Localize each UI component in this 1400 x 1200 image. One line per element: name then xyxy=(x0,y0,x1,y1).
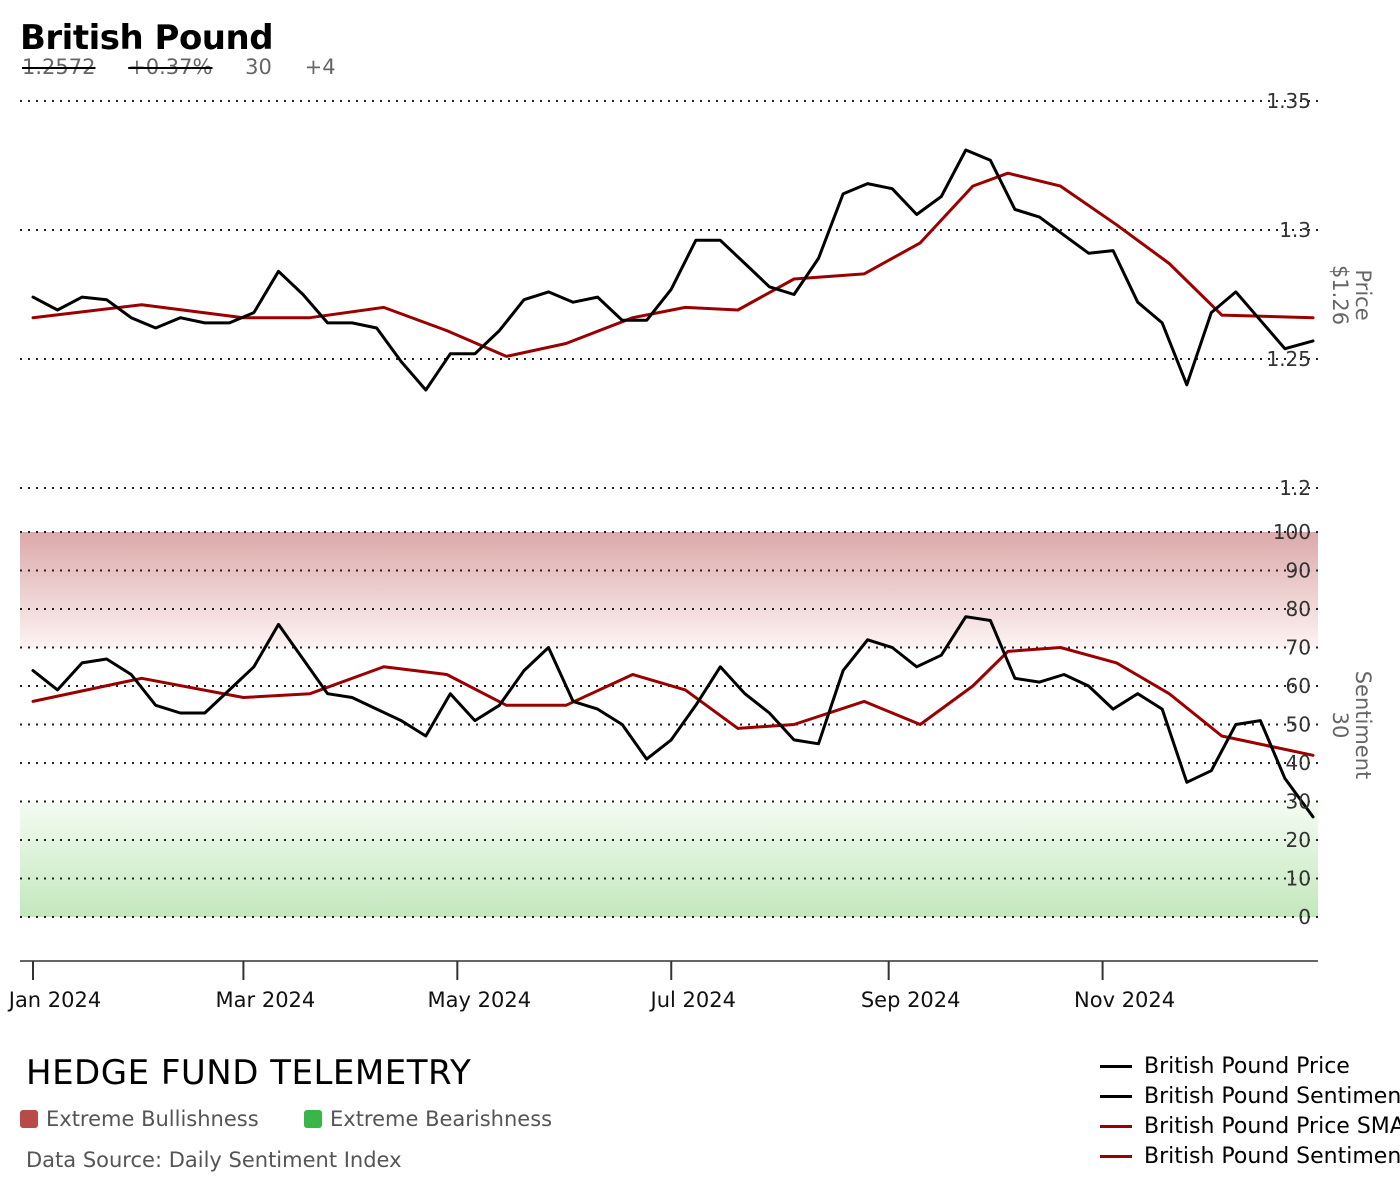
sentiment-sma-line xyxy=(31,646,1315,757)
price-tick-label: 1.25 xyxy=(1266,347,1311,371)
sentiment-line xyxy=(31,615,1315,819)
legend-line-icon xyxy=(1100,1064,1132,1068)
price-tick-label: 1.35 xyxy=(1266,89,1311,113)
sentiment-tick-label: 60 xyxy=(1286,674,1311,698)
extreme-bullishness-zone xyxy=(20,532,1318,648)
price-sma-line xyxy=(31,171,1315,358)
legend-item[interactable]: British Pound Sentiment SMA xyxy=(1100,1141,1400,1171)
legend-item[interactable]: British Pound Sentiment xyxy=(1100,1081,1400,1111)
legend-label: British Pound Sentiment SMA xyxy=(1144,1143,1400,1169)
last-value-label: 30 xyxy=(1328,712,1352,739)
chart-area: 1.351.31.251.21009080706050403020100Pric… xyxy=(7,89,1375,1012)
zone-key-bearish: Extreme Bearishness xyxy=(304,1107,552,1131)
legend-label: British Pound Price xyxy=(1144,1053,1350,1079)
last-price: 1.2572 xyxy=(22,55,96,79)
x-tick-label: May 2024 xyxy=(428,988,532,1012)
last-value-label: $1.26 xyxy=(1328,265,1352,325)
axis-title: Sentiment xyxy=(1351,671,1375,780)
price-change-pct: +0.37% xyxy=(128,55,213,79)
x-tick-label: Jan 2024 xyxy=(7,988,102,1012)
legend-label: British Pound Price SMA xyxy=(1144,1113,1400,1139)
x-tick-label: Sep 2024 xyxy=(861,988,961,1012)
sentiment-tick-label: 20 xyxy=(1286,828,1311,852)
bearish-swatch xyxy=(304,1110,322,1128)
sentiment-tick-label: 90 xyxy=(1286,559,1311,583)
data-source: Data Source: Daily Sentiment Index xyxy=(26,1148,402,1172)
sentiment-tick-label: 10 xyxy=(1286,867,1311,891)
x-tick-label: Mar 2024 xyxy=(216,988,316,1012)
sentiment-value: 30 xyxy=(245,55,272,79)
legend-line-icon xyxy=(1100,1094,1132,1098)
chart-legend: British Pound Price British Pound Sentim… xyxy=(1100,1051,1400,1171)
price-tick-label: 1.2 xyxy=(1279,476,1311,500)
chart-title: British Pound xyxy=(20,18,274,58)
sentiment-axis-label: Sentiment30 xyxy=(1328,671,1375,780)
sentiment-tick-label: 30 xyxy=(1286,790,1311,814)
zone-key-bullish: Extreme Bullishness xyxy=(20,1107,259,1131)
sentiment-tick-label: 50 xyxy=(1286,713,1311,737)
sentiment-change: +4 xyxy=(304,55,336,79)
bullish-swatch xyxy=(20,1110,38,1128)
x-tick-label: Jul 2024 xyxy=(649,988,736,1012)
legend-item[interactable]: British Pound Price xyxy=(1100,1051,1400,1081)
price-line xyxy=(31,148,1315,392)
sentiment-tick-label: 80 xyxy=(1286,597,1311,621)
legend-line-icon xyxy=(1100,1124,1132,1128)
price-axis-label: Price$1.26 xyxy=(1328,265,1375,325)
price-tick-label: 1.3 xyxy=(1279,218,1311,242)
legend-item[interactable]: British Pound Price SMA xyxy=(1100,1111,1400,1141)
legend-label: British Pound Sentiment xyxy=(1144,1083,1400,1109)
bullish-label: Extreme Bullishness xyxy=(46,1107,259,1131)
sentiment-tick-label: 100 xyxy=(1273,520,1311,544)
sentiment-tick-label: 40 xyxy=(1286,751,1311,775)
sentiment-tick-label: 0 xyxy=(1298,905,1311,929)
axis-title: Price xyxy=(1351,269,1375,320)
sentiment-tick-label: 70 xyxy=(1286,636,1311,660)
quote-summary: 1.2572 +0.37% 30 +4 xyxy=(22,55,362,79)
brand-name: HEDGE FUND TELEMETRY xyxy=(26,1053,472,1093)
x-tick-label: Nov 2024 xyxy=(1074,988,1175,1012)
extreme-bearishness-zone xyxy=(20,801,1318,917)
bearish-label: Extreme Bearishness xyxy=(330,1107,553,1131)
legend-line-icon xyxy=(1100,1154,1132,1158)
